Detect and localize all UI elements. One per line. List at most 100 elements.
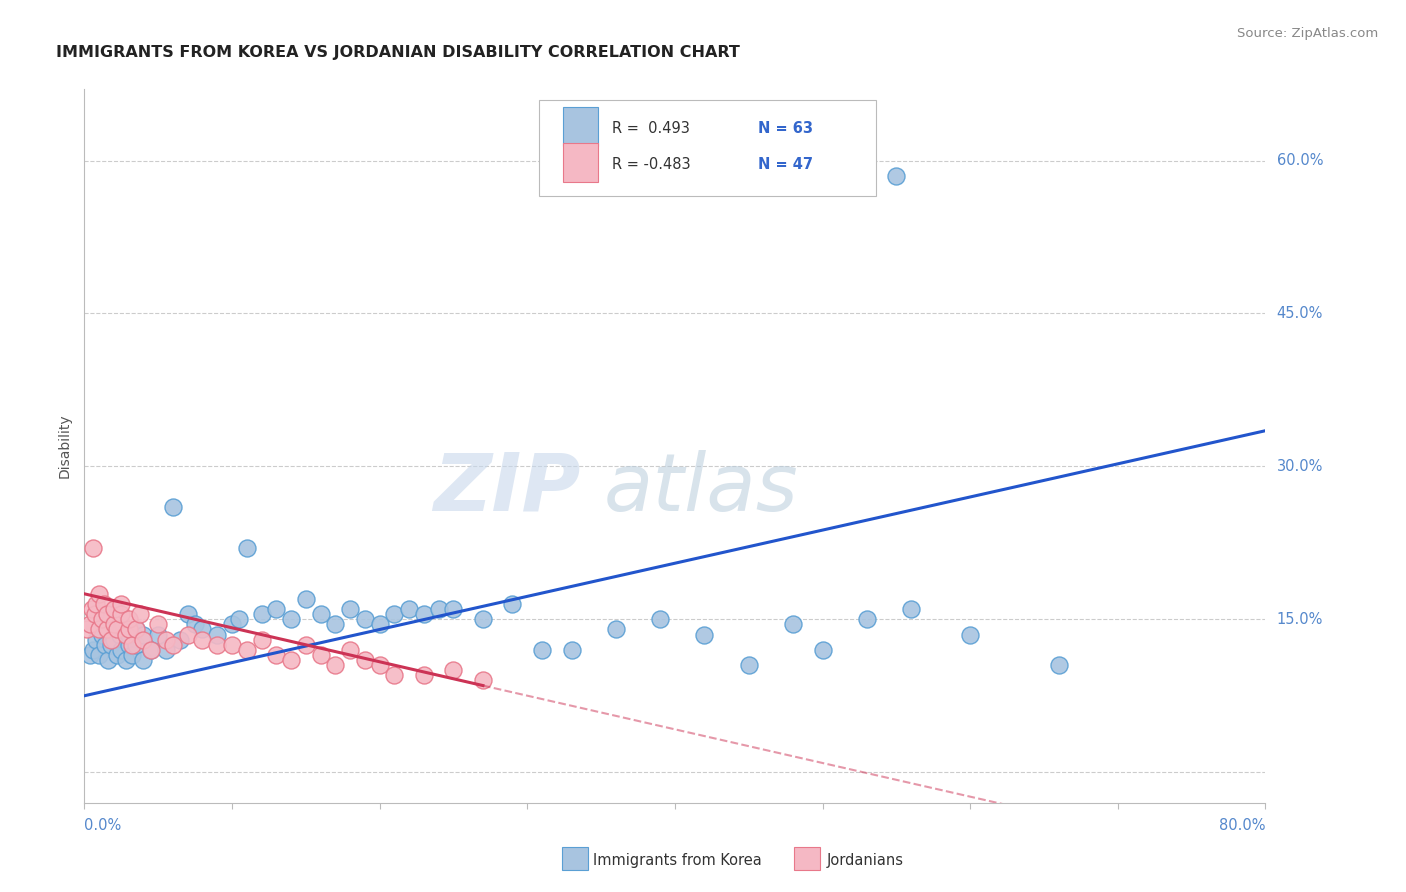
Point — [139, 643, 162, 657]
Point — [323, 658, 347, 673]
Point — [125, 623, 148, 637]
Point — [205, 627, 228, 641]
Point — [191, 623, 214, 637]
Point — [855, 612, 877, 626]
Point — [382, 607, 406, 622]
Point — [114, 627, 136, 641]
Point — [221, 638, 243, 652]
Point — [91, 612, 114, 626]
Point — [162, 638, 184, 652]
Point — [295, 591, 318, 606]
Text: Jordanians: Jordanians — [827, 854, 904, 868]
Point — [427, 602, 450, 616]
Text: R = -0.483: R = -0.483 — [612, 157, 690, 171]
Point — [648, 612, 672, 626]
Point — [110, 607, 132, 622]
Point — [100, 638, 122, 652]
Bar — [562, 107, 598, 146]
Point — [91, 627, 114, 641]
Point — [472, 612, 495, 626]
Point — [79, 617, 101, 632]
Point — [114, 653, 136, 667]
Point — [87, 648, 111, 662]
Point — [94, 638, 117, 652]
Point — [132, 653, 155, 667]
Point — [501, 597, 523, 611]
Point — [221, 617, 243, 632]
Text: 30.0%: 30.0% — [1277, 458, 1323, 474]
Point — [110, 597, 132, 611]
Point — [87, 587, 111, 601]
Point — [96, 623, 118, 637]
Point — [132, 627, 155, 641]
Point — [280, 612, 302, 626]
Point — [339, 602, 361, 616]
Point — [125, 638, 148, 652]
Point — [177, 627, 200, 641]
Point — [382, 668, 406, 682]
Point — [472, 673, 495, 688]
Point — [441, 663, 464, 677]
Point — [323, 617, 347, 632]
Point — [531, 643, 554, 657]
Text: 80.0%: 80.0% — [1219, 818, 1265, 833]
Point — [354, 612, 377, 626]
Point — [235, 541, 259, 555]
Point — [121, 638, 143, 652]
Point — [782, 617, 804, 632]
Point — [264, 602, 288, 616]
Point — [191, 632, 214, 647]
Point — [139, 643, 162, 657]
Point — [110, 623, 132, 637]
Text: 45.0%: 45.0% — [1277, 306, 1323, 321]
Point — [118, 612, 141, 626]
Point — [100, 632, 122, 647]
Point — [560, 643, 583, 657]
Y-axis label: Disability: Disability — [58, 414, 72, 478]
Point — [84, 632, 107, 647]
Point — [693, 627, 716, 641]
Point — [235, 643, 259, 657]
Point — [368, 617, 391, 632]
Point — [177, 607, 200, 622]
Point — [184, 617, 207, 632]
Text: 15.0%: 15.0% — [1277, 612, 1323, 627]
Point — [413, 607, 436, 622]
Text: 0.0%: 0.0% — [84, 818, 121, 833]
Text: Immigrants from Korea: Immigrants from Korea — [593, 854, 762, 868]
Point — [118, 623, 141, 637]
Point — [250, 607, 273, 622]
Text: atlas: atlas — [605, 450, 799, 528]
Text: ZIP: ZIP — [433, 450, 581, 528]
Point — [105, 623, 128, 637]
Bar — [562, 143, 598, 182]
Point — [84, 597, 107, 611]
Point — [125, 623, 148, 637]
Text: Source: ZipAtlas.com: Source: ZipAtlas.com — [1237, 27, 1378, 40]
Point — [80, 602, 103, 616]
Point — [93, 597, 115, 611]
Point — [82, 643, 104, 657]
Point — [205, 638, 228, 652]
Point — [79, 648, 101, 662]
Point — [105, 648, 128, 662]
Point — [129, 607, 152, 622]
Point — [162, 500, 184, 515]
Point — [354, 653, 377, 667]
Point — [169, 632, 191, 647]
Point — [97, 653, 120, 667]
Point — [132, 632, 155, 647]
Point — [83, 607, 105, 622]
Point — [900, 602, 922, 616]
Point — [1047, 658, 1070, 673]
Point — [103, 602, 125, 616]
Point — [309, 607, 332, 622]
Point — [103, 617, 125, 632]
Point — [811, 643, 834, 657]
Point — [96, 607, 118, 622]
Point — [295, 638, 318, 652]
Point — [76, 623, 98, 637]
Point — [605, 623, 627, 637]
Point — [228, 612, 250, 626]
Text: N = 63: N = 63 — [758, 121, 813, 136]
